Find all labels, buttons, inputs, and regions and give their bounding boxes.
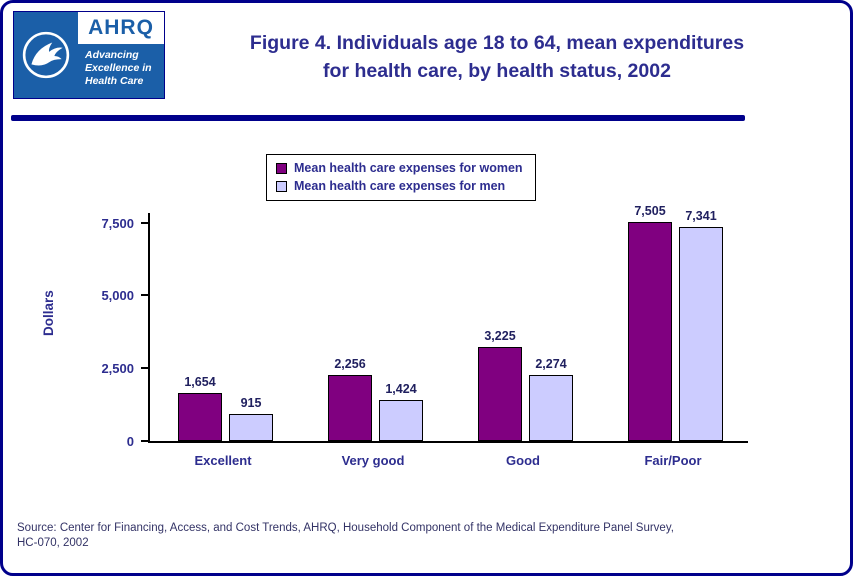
x-category-label: Excellent bbox=[194, 453, 252, 468]
bar-men-excellent bbox=[229, 414, 273, 441]
y-tick-mark bbox=[141, 294, 150, 297]
legend-item-men: Mean health care expenses for men bbox=[276, 177, 523, 195]
bar-women-excellent bbox=[178, 393, 222, 441]
figure-title: Figure 4. Individuals age 18 to 64, mean… bbox=[171, 29, 823, 85]
figure-title-line2: for health care, by health status, 2002 bbox=[323, 60, 671, 82]
y-tick-mark bbox=[141, 440, 150, 442]
legend-marker-women-icon bbox=[276, 162, 287, 174]
header-divider bbox=[11, 115, 745, 121]
ahrq-tagline-line3: Health Care bbox=[85, 75, 144, 87]
bar-value-label: 1,424 bbox=[385, 382, 417, 396]
bar-men-very-good bbox=[379, 400, 423, 441]
x-category-label: Very good bbox=[341, 453, 405, 468]
y-tick-label: 7,500 bbox=[101, 215, 134, 231]
bar-men-good bbox=[529, 375, 573, 441]
plot-area: 0 2,500 5,000 7,500 1,654 915 2,256 1,424 3,225 2… bbox=[101, 204, 748, 449]
bar-value-label: 7,505 bbox=[634, 204, 666, 218]
bar-value-label: 7,341 bbox=[685, 209, 717, 223]
ahrq-tagline-line2: Excellence in bbox=[85, 62, 152, 74]
y-tick-label: 0 bbox=[126, 434, 134, 449]
ahrq-tagline: Advancing Excellence in Health Care bbox=[78, 44, 164, 98]
y-axis-label: Dollars bbox=[41, 290, 56, 336]
bar-men-fair-poor bbox=[679, 227, 723, 441]
y-tick-mark bbox=[141, 367, 150, 370]
legend-label-men: Mean health care expenses for men bbox=[294, 179, 506, 193]
figure-title-line1: Figure 4. Individuals age 18 to 64, mean… bbox=[249, 32, 745, 54]
bar-value-label: 1,654 bbox=[184, 375, 216, 389]
hhs-seal-icon bbox=[14, 12, 78, 98]
bar-value-label: 2,274 bbox=[535, 357, 567, 371]
ahrq-wordmark: AHRQ bbox=[88, 16, 154, 39]
x-category-label: Fair/Poor bbox=[644, 453, 702, 468]
ahrq-tagline-line1: Advancing bbox=[85, 49, 139, 61]
source-line1: Source: Center for Financing, Access, an… bbox=[17, 522, 674, 534]
source-note: Source: Center for Financing, Access, an… bbox=[17, 521, 839, 551]
chart-legend: Mean health care expenses for women Mean… bbox=[266, 154, 536, 201]
x-category-label: Good bbox=[506, 453, 540, 468]
source-line2: HC-070, 2002 bbox=[17, 537, 89, 549]
bar-value-label: 915 bbox=[240, 396, 262, 410]
bar-value-label: 3,225 bbox=[484, 329, 516, 343]
bar-women-good bbox=[478, 347, 522, 441]
bar-women-fair-poor bbox=[628, 222, 672, 441]
y-tick-label: 2,500 bbox=[101, 361, 134, 377]
y-tick-mark bbox=[141, 221, 150, 224]
bar-women-very-good bbox=[328, 375, 372, 441]
x-axis-labels: Excellent Very good Good Fair/Poor bbox=[148, 453, 748, 468]
bar-value-label: 2,256 bbox=[334, 357, 366, 371]
y-tick-label: 5,000 bbox=[101, 288, 134, 304]
legend-item-women: Mean health care expenses for women bbox=[276, 159, 523, 177]
ahrq-logo: AHRQ Advancing Excellence in Health Care bbox=[13, 11, 165, 99]
legend-label-women: Mean health care expenses for women bbox=[294, 161, 523, 175]
ahrq-logo-text: AHRQ Advancing Excellence in Health Care bbox=[78, 12, 164, 98]
legend-marker-men-icon bbox=[276, 180, 287, 192]
